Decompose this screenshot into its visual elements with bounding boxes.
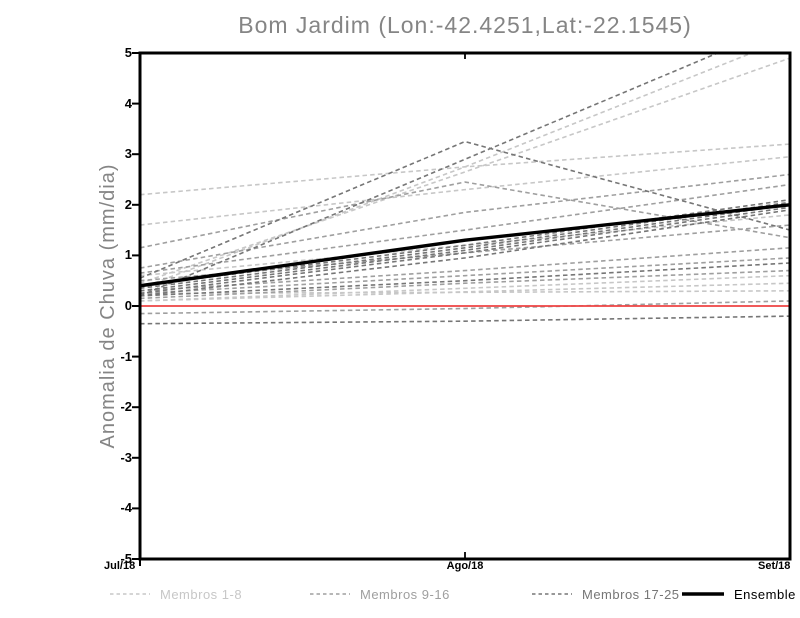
legend-label-members-9-16: Membros 9-16 [360,586,450,602]
legend-label-members-1-8: Membros 1-8 [160,586,243,602]
ensemble-member-line [140,257,790,295]
ensemble-member-line [140,204,790,292]
legend-item-ensemble-mean: Ensemble Mean [680,583,800,605]
y-tick-label: 2 [124,196,132,212]
ensemble-member-line [140,53,720,297]
ensemble-member-line [140,274,790,302]
legend-swatch-ensemble-mean-icon [682,592,724,596]
y-tick-label: 0 [124,298,132,313]
legend-swatch-members-9-16-icon [310,593,350,595]
legend-item-members-9-16: Membros 9-16 [308,583,450,605]
ensemble-member-line [140,201,790,290]
ensemble-member-line [140,315,790,325]
ensemble-member-line [140,53,754,290]
y-tick-label: -3 [120,449,132,465]
y-tick-label: 3 [124,146,132,162]
legend-label-members-17-25: Membros 17-25 [582,586,680,602]
legend-item-members-1-8: Membros 1-8 [108,583,242,605]
ensemble-mean-line [140,203,790,288]
y-tick-label: -1 [120,348,132,364]
y-tick-label: -2 [120,399,132,415]
chart-title: Bom Jardim (Lon:-42.4251,Lat:-22.1545) [238,12,692,38]
ensemble-member-line [140,155,790,226]
ensemble-member-line [140,183,790,274]
ensemble-member-line [140,181,790,249]
ensemble-member-line [140,247,790,292]
y-tick-label: 1 [124,247,132,263]
ensemble-member-line [140,206,790,295]
y-tick-label: -4 [120,500,132,516]
chart-legend: Membros 1-8 Membros 9-16 Membros 17-25 E… [0,583,800,607]
ensemble-member-line [140,269,790,300]
x-tick-label: Ago/18 [446,560,484,572]
y-tick-label: 4 [124,95,132,111]
ensemble-member-line [140,282,790,302]
y-tick-label: -5 [120,551,132,566]
ensemble-member-line [140,143,790,196]
ensemble-member-line [140,300,790,315]
legend-item-members-17-25: Membros 17-25 [530,583,680,605]
ensemble-member-line [140,209,790,297]
legend-label-ensemble-mean: Ensemble Mean [734,586,800,602]
ensemble-member-line [140,57,790,284]
legend-swatch-members-17-25-icon [532,593,572,595]
ensemble-member-line [140,262,790,297]
x-tick-label: Set/18 [758,560,791,572]
x-tick-label: Jul/18 [104,560,136,572]
legend-swatch-members-1-8-icon [110,593,150,595]
ensemble-member-line [140,140,790,279]
y-tick-label: 5 [124,45,132,60]
